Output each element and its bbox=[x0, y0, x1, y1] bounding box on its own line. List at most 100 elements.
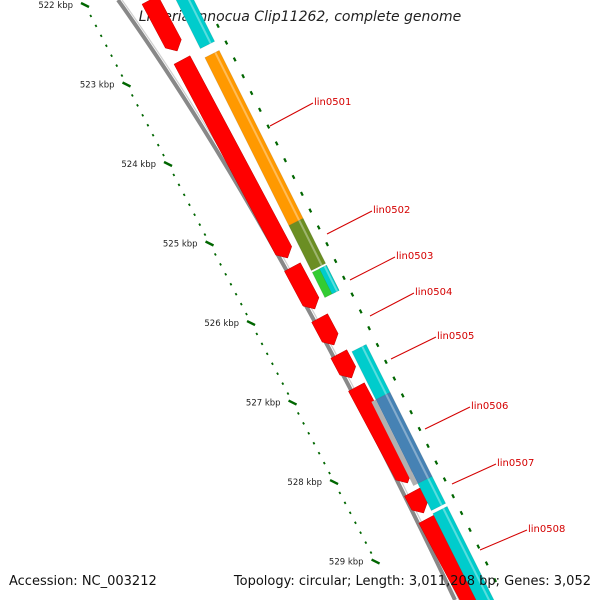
gene-label[interactable]: lin0506 bbox=[471, 401, 508, 412]
map-title: Listeria innocua Clip11262, complete gen… bbox=[138, 9, 462, 25]
outer-tick bbox=[274, 141, 279, 146]
gene-leader-line bbox=[349, 256, 396, 281]
minor-tick bbox=[110, 54, 113, 58]
major-tick bbox=[163, 160, 173, 168]
minor-tick bbox=[239, 302, 243, 306]
minor-tick bbox=[198, 223, 202, 227]
major-tick bbox=[288, 399, 298, 406]
gene-feature-lin0507[interactable] bbox=[417, 476, 447, 511]
minor-tick bbox=[296, 411, 300, 415]
kbp-label: 523 kbp bbox=[80, 81, 115, 91]
minor-tick bbox=[276, 372, 279, 376]
minor-tick bbox=[245, 312, 248, 316]
minor-tick bbox=[141, 113, 145, 117]
backbone-highlight bbox=[121, 0, 460, 600]
outer-tick bbox=[241, 73, 245, 79]
gene-feature-lin0508[interactable] bbox=[432, 506, 498, 600]
minor-tick bbox=[234, 292, 238, 296]
minor-tick bbox=[224, 272, 228, 276]
major-tick bbox=[204, 240, 215, 247]
cds-arrow[interactable] bbox=[311, 313, 339, 346]
minor-tick bbox=[338, 491, 342, 495]
gene-leader-line bbox=[424, 406, 471, 430]
minor-tick bbox=[136, 103, 139, 107]
kbp-label: 527 kbp bbox=[246, 399, 281, 409]
outer-tick bbox=[442, 477, 447, 482]
outer-tick bbox=[216, 23, 220, 29]
gene-label[interactable]: lin0508 bbox=[528, 524, 565, 535]
minor-tick bbox=[182, 193, 186, 197]
gene-leader-line bbox=[326, 210, 373, 235]
gene-leader-line bbox=[369, 292, 415, 317]
outer-tick bbox=[392, 376, 397, 381]
gene-label[interactable]: lin0505 bbox=[437, 331, 474, 342]
outer-tick bbox=[350, 292, 355, 297]
minor-tick bbox=[307, 431, 311, 435]
outer-tick bbox=[434, 460, 439, 465]
topology-text: Topology: circular; Length: 3,011,208 bp… bbox=[233, 574, 591, 589]
gene-label[interactable]: lin0504 bbox=[415, 287, 452, 298]
major-tick bbox=[329, 478, 339, 486]
gene-feature-lin0506-shadow bbox=[371, 399, 418, 486]
cds-arrow[interactable] bbox=[284, 262, 320, 310]
accession-text: Accession: NC_003212 bbox=[9, 574, 157, 589]
gene-shade bbox=[442, 507, 491, 600]
minor-tick bbox=[302, 421, 305, 425]
outer-tick bbox=[459, 510, 464, 516]
outer-tick bbox=[325, 241, 329, 247]
minor-tick bbox=[312, 441, 316, 445]
minor-tick bbox=[94, 24, 98, 28]
gene-labels: lin0501 lin0502 lin0503 lin0504 lin0505 lin05… bbox=[269, 97, 565, 551]
minor-tick bbox=[219, 262, 222, 266]
gene-leader-line bbox=[479, 529, 528, 551]
backbone-track bbox=[116, 0, 460, 600]
outer-tick bbox=[400, 393, 405, 398]
outer-tick bbox=[476, 544, 481, 549]
outer-tick bbox=[258, 107, 262, 113]
minor-tick bbox=[177, 183, 181, 187]
minor-tick bbox=[343, 501, 347, 505]
cds-arrow[interactable] bbox=[173, 55, 292, 259]
outer-tick bbox=[367, 325, 371, 331]
minor-tick bbox=[156, 143, 160, 147]
gene-shade bbox=[323, 265, 339, 292]
gene-label[interactable]: lin0503 bbox=[396, 251, 433, 262]
gene-feature-lin0504[interactable] bbox=[318, 264, 340, 295]
minor-tick bbox=[193, 213, 196, 217]
gene-label[interactable]: lin0501 bbox=[314, 97, 351, 108]
gene-label[interactable]: lin0502 bbox=[373, 205, 410, 216]
gene-leader-line bbox=[451, 463, 497, 485]
kbp-label: 528 kbp bbox=[287, 478, 322, 488]
outer-tick bbox=[283, 157, 287, 163]
minor-tick bbox=[229, 282, 233, 286]
cds-arrow[interactable] bbox=[330, 349, 356, 379]
minor-tick bbox=[359, 531, 362, 535]
outer-tick bbox=[375, 342, 380, 348]
minor-tick bbox=[328, 471, 331, 475]
major-tick bbox=[80, 1, 90, 9]
minor-tick bbox=[130, 93, 134, 97]
outer-tick bbox=[266, 124, 271, 129]
outer-tick bbox=[333, 258, 338, 264]
cds-arrow[interactable] bbox=[141, 0, 182, 52]
gene-feature-upstream[interactable] bbox=[172, 0, 216, 49]
tick-track: 522 kbp 523 kbp 524 kbp 525 kbp 526 kbp 527 k… bbox=[38, 1, 497, 583]
kbp-label: 529 kbp bbox=[329, 558, 364, 568]
minor-tick bbox=[369, 551, 373, 555]
outer-tick bbox=[384, 359, 388, 365]
gene-shade bbox=[385, 393, 430, 479]
outer-tick bbox=[300, 191, 304, 197]
gene-label[interactable]: lin0507 bbox=[497, 458, 534, 469]
major-tick bbox=[371, 558, 381, 565]
gene-track bbox=[172, 0, 498, 600]
gene-shade bbox=[298, 219, 323, 266]
kbp-label: 526 kbp bbox=[204, 319, 239, 329]
minor-tick bbox=[146, 123, 150, 127]
minor-tick bbox=[151, 133, 155, 137]
outer-tick bbox=[249, 90, 254, 96]
gene-feature-lin0502[interactable] bbox=[288, 218, 327, 271]
outer-tick bbox=[426, 443, 430, 449]
minor-tick bbox=[89, 14, 93, 18]
minor-tick bbox=[120, 74, 124, 78]
